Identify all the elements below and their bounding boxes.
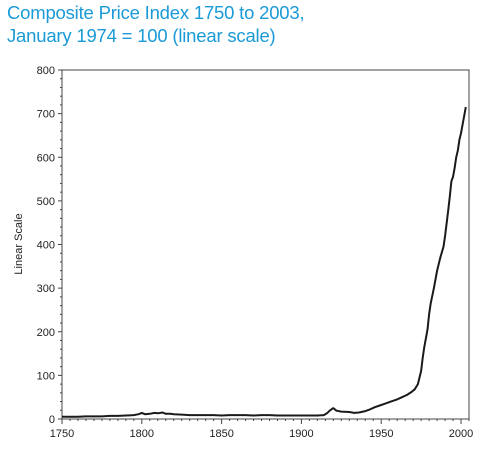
x-tick-label: 1900 <box>289 428 313 440</box>
y-tick-label: 400 <box>37 240 55 252</box>
y-axis-label: Linear Scale <box>13 213 25 274</box>
y-tick-label: 100 <box>37 370 55 382</box>
y-tick-label: 300 <box>37 283 55 295</box>
series-line <box>62 106 467 418</box>
y-axis: 0 100 200 300 400 500 600 700 800 <box>37 65 62 426</box>
x-tick-label: 1950 <box>369 428 393 440</box>
y-tick-label: 700 <box>37 109 55 121</box>
x-axis: 1750 1800 1850 1900 1950 2000 <box>50 419 473 440</box>
plot-area-frame <box>61 69 470 420</box>
y-tick-label: 800 <box>37 65 55 77</box>
x-tick-label: 2000 <box>449 428 473 440</box>
y-tick-label: 600 <box>37 152 55 164</box>
chart-title: Composite Price Index 1750 to 2003, Janu… <box>7 1 477 47</box>
y-tick-label: 500 <box>37 196 55 208</box>
chart-title-line-1: Composite Price Index 1750 to 2003, <box>7 2 305 23</box>
chart-title-line-2: January 1974 = 100 (linear scale) <box>7 25 276 46</box>
x-tick-label: 1850 <box>209 428 233 440</box>
x-tick-label: 1800 <box>130 428 154 440</box>
y-tick-label: 0 <box>49 414 55 426</box>
x-tick-label: 1750 <box>50 428 74 440</box>
y-tick-label: 200 <box>37 327 55 339</box>
